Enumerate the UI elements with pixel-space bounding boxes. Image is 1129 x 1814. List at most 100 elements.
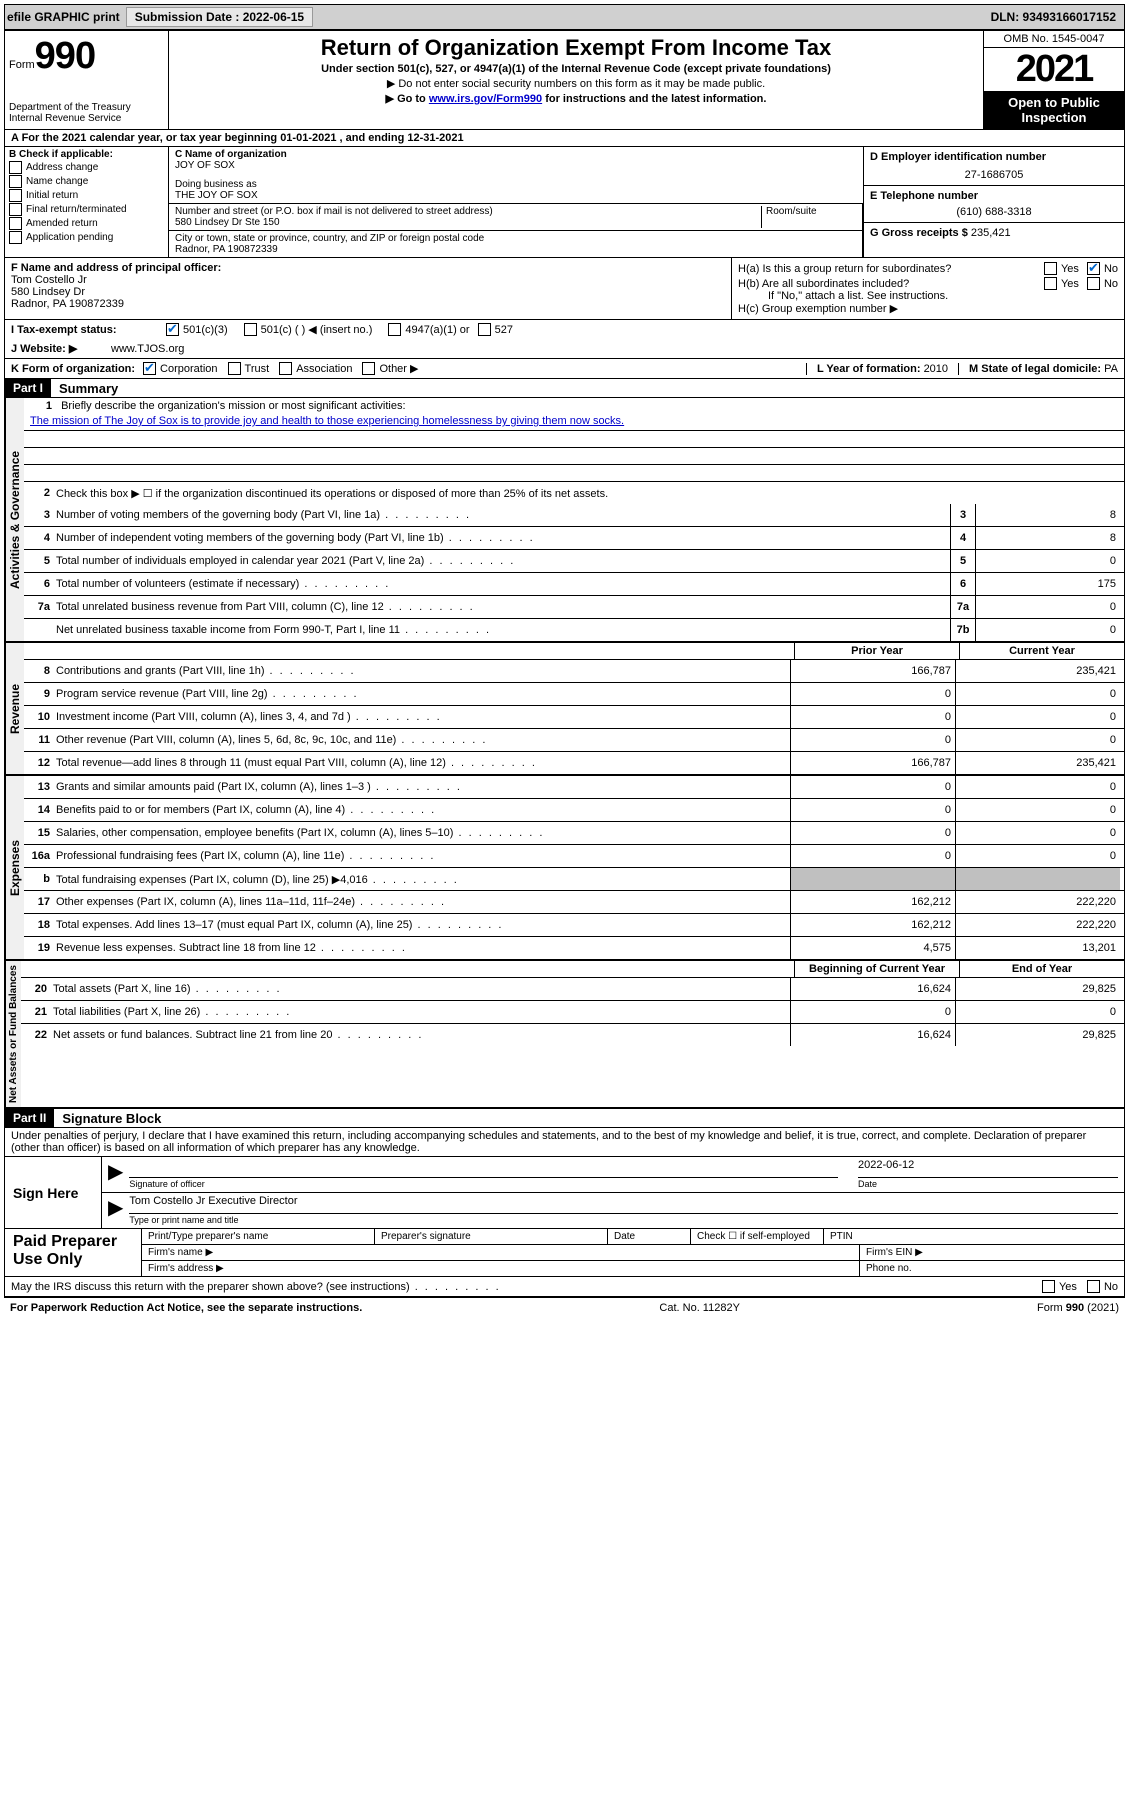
rev-vlabel: Revenue [5,643,24,774]
gov-row: 3Number of voting members of the governi… [24,504,1124,527]
h-note: If "No," attach a list. See instructions… [738,290,1118,302]
data-row: 14Benefits paid to or for members (Part … [24,799,1124,822]
prep-addr: Firm's address ▶ [142,1261,860,1276]
ha-yes[interactable] [1044,262,1057,275]
open-public-badge: Open to Public Inspection [984,91,1124,129]
f-box: F Name and address of principal officer:… [5,258,732,319]
cb-527[interactable] [478,323,491,336]
data-row: 8Contributions and grants (Part VIII, li… [24,660,1124,683]
col-c: C Name of organization JOY OF SOX Doing … [169,147,1124,257]
name-title-label: Type or print name and title [129,1215,238,1225]
cb-4947[interactable] [388,323,401,336]
line-a: A For the 2021 calendar year, or tax yea… [5,130,1124,147]
gross-receipts: 235,421 [971,227,1011,239]
sign-here-block: Sign Here ▶ Signature of officer 2022-06… [5,1157,1124,1229]
ha-label: H(a) Is this a group return for subordin… [738,263,1044,275]
cb-amended-return[interactable]: Amended return [9,217,164,230]
f-label: F Name and address of principal officer: [11,262,221,274]
hb-no[interactable] [1087,277,1100,290]
mission-blank3 [24,465,1124,482]
k-label: K Form of organization: [11,363,135,375]
d-label: D Employer identification number [870,151,1046,163]
data-row: 22Net assets or fund balances. Subtract … [21,1024,1124,1046]
officer-name-title: Tom Costello Jr Executive Director [129,1195,1118,1214]
j-label: J Website: ▶ [11,342,111,355]
discuss-yes[interactable] [1042,1280,1055,1293]
exp-vlabel: Expenses [5,776,24,959]
net-vlabel: Net Assets or Fund Balances [5,961,21,1107]
dba-value: THE JOY OF SOX [175,190,258,201]
discuss-text: May the IRS discuss this return with the… [11,1281,1032,1293]
prep-firm: Firm's name ▶ [142,1245,860,1260]
cb-final-return[interactable]: Final return/terminated [9,203,164,216]
col-begin: Beginning of Current Year [794,961,959,977]
submission-date-button[interactable]: Submission Date : 2022-06-15 [126,7,313,27]
c-label: C Name of organization [175,149,287,160]
note-link-post: for instructions and the latest informat… [542,93,766,105]
cb-corporation[interactable] [143,362,156,375]
header-left: Form990 Department of the Treasury Inter… [5,31,169,129]
prep-phone: Phone no. [860,1261,1124,1276]
officer-city: Radnor, PA 190872339 [11,298,124,310]
line-i: I Tax-exempt status: 501(c)(3) 501(c) ( … [5,320,1124,339]
form-title: Return of Organization Exempt From Incom… [177,35,975,61]
form-container: Form990 Department of the Treasury Inter… [4,30,1125,1298]
cb-501c3[interactable] [166,323,179,336]
cb-application-pending[interactable]: Application pending [9,231,164,244]
part2-title: Signature Block [54,1111,161,1126]
data-row: 19Revenue less expenses. Subtract line 1… [24,937,1124,959]
header-center: Return of Organization Exempt From Incom… [169,31,983,129]
tax-year: 2021 [984,48,1124,91]
prep-ptin: PTIN [824,1229,1124,1244]
note-ssn: ▶ Do not enter social security numbers o… [177,77,975,90]
org-name: JOY OF SOX [175,160,235,171]
efile-label[interactable]: efile GRAPHIC print [7,10,120,24]
officer-name: Tom Costello Jr [11,274,87,286]
e-label: E Telephone number [870,190,978,202]
col-end: End of Year [959,961,1124,977]
sign-here-label: Sign Here [5,1157,102,1228]
section-governance: Activities & Governance 1 Briefly descri… [5,398,1124,643]
cb-other[interactable] [362,362,375,375]
data-row: 9Program service revenue (Part VIII, lin… [24,683,1124,706]
hb-yes[interactable] [1044,277,1057,290]
i-label: I Tax-exempt status: [11,324,166,336]
cb-initial-return[interactable]: Initial return [9,189,164,202]
gov-row: Net unrelated business taxable income fr… [24,619,1124,641]
data-row: 15Salaries, other compensation, employee… [24,822,1124,845]
prep-date: Date [608,1229,691,1244]
section-fh: F Name and address of principal officer:… [5,258,1124,320]
cb-501c[interactable] [244,323,257,336]
officer-street: 580 Lindsey Dr [11,286,85,298]
hb-label: H(b) Are all subordinates included? [738,278,1044,290]
q2-text: Check this box ▶ ☐ if the organization d… [56,487,1120,500]
mission-text: The mission of The Joy of Sox is to prov… [24,414,1124,431]
ha-no[interactable] [1087,262,1100,275]
data-row: 16aProfessional fundraising fees (Part I… [24,845,1124,868]
data-row: bTotal fundraising expenses (Part IX, co… [24,868,1124,891]
ein-value: 27-1686705 [870,169,1118,181]
part1-title: Summary [51,381,118,396]
website-value[interactable]: www.TJOS.org [111,343,184,355]
data-row: 12Total revenue—add lines 8 through 11 (… [24,752,1124,774]
prep-label: Paid Preparer Use Only [5,1229,142,1276]
line-klm: K Form of organization: Corporation Trus… [5,359,1124,379]
discuss-no[interactable] [1087,1280,1100,1293]
cb-association[interactable] [279,362,292,375]
phone-value: (610) 688-3318 [870,206,1118,218]
city-label: City or town, state or province, country… [175,233,484,244]
rev-col-header: Prior Year Current Year [24,643,1124,660]
m-label: M State of legal domicile: [969,363,1101,375]
data-row: 17Other expenses (Part IX, column (A), l… [24,891,1124,914]
cb-trust[interactable] [228,362,241,375]
arrow-icon: ▶ [108,1195,123,1226]
h-box: H(a) Is this a group return for subordin… [732,258,1124,319]
paperwork-notice: For Paperwork Reduction Act Notice, see … [10,1302,362,1314]
irs-link[interactable]: www.irs.gov/Form990 [429,93,542,105]
cb-address-change[interactable]: Address change [9,161,164,174]
mission-blank1 [24,431,1124,448]
l-label: L Year of formation: [817,363,921,375]
part2-label: Part II [5,1109,54,1127]
cb-name-change[interactable]: Name change [9,175,164,188]
declaration-text: Under penalties of perjury, I declare th… [5,1128,1124,1157]
